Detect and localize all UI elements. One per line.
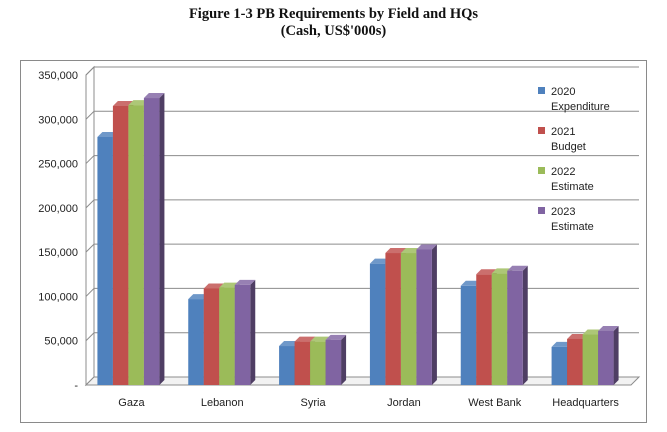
bar-top (128, 100, 149, 106)
legend-label: 2023 (551, 206, 575, 218)
bar-front (460, 285, 477, 385)
bars (97, 93, 619, 386)
bar-front (188, 299, 204, 385)
bar (325, 334, 347, 385)
x-tick-label: West Bank (468, 397, 521, 409)
bar-front (385, 253, 401, 385)
bar-front (369, 263, 386, 385)
y-tick-label: - (74, 380, 78, 392)
bar-top (203, 283, 225, 289)
legend-swatch (538, 127, 545, 134)
legend-swatch (538, 87, 545, 94)
bar-side (159, 93, 165, 386)
y-tick-label: 50,000 (44, 336, 78, 348)
bar-chart: - 50,000 100,000 150,000 200,000 250,000 300,0… (38, 65, 641, 409)
legend-label: 2020 (551, 86, 575, 98)
legend-label: Budget (551, 141, 586, 153)
bar-front (310, 341, 326, 385)
bar-top (325, 334, 347, 340)
bar-top (188, 294, 209, 300)
bar (598, 325, 619, 385)
legend-label: 2022 (551, 166, 575, 178)
bar-side (613, 325, 619, 385)
bar-top (294, 336, 316, 342)
bar-top (598, 325, 619, 331)
bar-front (112, 106, 129, 385)
bar-front (234, 284, 251, 385)
chart-title-line-1: Figure 1-3 PB Requirements by Field and … (188, 6, 479, 22)
legend-item: 2023 Estimate (538, 206, 594, 233)
bar-front (97, 137, 113, 385)
bar-top (460, 280, 482, 286)
x-tick-label: Headquarters (552, 397, 619, 409)
legend-swatch (538, 167, 545, 174)
bar-top (385, 248, 406, 254)
bar-top (567, 333, 588, 339)
chart-title-line-2: (Cash, US$'000s) (280, 23, 387, 39)
bar (143, 93, 165, 386)
bar (234, 279, 256, 385)
bar-top (219, 282, 240, 288)
bar-top (369, 258, 391, 264)
chart-title: Figure 1-3 PB Requirements by Field and … (0, 6, 667, 40)
bar-side (522, 265, 528, 385)
bar-top (507, 265, 528, 271)
bar-front (416, 249, 432, 385)
legend-label: 2021 (551, 126, 575, 138)
bar-front (598, 330, 614, 385)
bar-top (491, 268, 513, 274)
legend-item: 2020 Expenditure (538, 86, 610, 113)
bar-front (507, 270, 523, 385)
bar-front (491, 273, 508, 385)
bar-front (551, 346, 568, 385)
y-tick-label: 150,000 (38, 247, 78, 259)
bar-front (203, 288, 220, 385)
bar-top (400, 248, 422, 254)
bar-top (97, 132, 118, 137)
y-tick-label: 200,000 (38, 203, 78, 215)
y-tick-label: 250,000 (38, 159, 78, 171)
legend-item: 2022 Estimate (538, 166, 594, 193)
bar-front (582, 334, 599, 385)
bar (507, 265, 528, 385)
legend-item: 2021 Budget (538, 126, 586, 153)
x-tick-label: Gaza (118, 397, 145, 409)
bar-front (476, 274, 492, 385)
x-tick-label: Lebanon (201, 397, 244, 409)
bar-front (128, 105, 144, 385)
y-tick-label: 100,000 (38, 291, 78, 303)
bar-top (310, 336, 331, 342)
bar-front (325, 339, 342, 385)
legend-label: Estimate (551, 181, 594, 193)
bar-front (400, 253, 417, 385)
bar (416, 244, 437, 385)
bar-side (341, 334, 347, 385)
x-tick-label: Syria (301, 397, 327, 409)
bar-top (551, 341, 573, 347)
legend-label: Expenditure (551, 101, 610, 113)
y-tick-label: 300,000 (38, 114, 78, 126)
bar-top (279, 341, 300, 347)
bar-top (234, 279, 256, 285)
bar-front (219, 287, 235, 385)
bar-side (250, 279, 256, 385)
bar-side (431, 244, 437, 385)
bar-front (279, 346, 295, 385)
bar-top (143, 93, 165, 99)
plot-back-wall (94, 67, 639, 377)
bar-top (112, 101, 134, 106)
chart-frame: - 50,000 100,000 150,000 200,000 250,000 300,0… (20, 60, 647, 423)
bar-front (567, 338, 583, 385)
legend-label: Estimate (551, 221, 594, 233)
bar-top (416, 244, 437, 250)
legend-swatch (538, 207, 545, 214)
bar-front (294, 341, 311, 385)
bar-front (143, 98, 160, 386)
x-tick-label: Jordan (387, 397, 421, 409)
legend: 2020Expenditure2021Budget2022Estimate202… (538, 86, 610, 233)
y-tick-label: 350,000 (38, 70, 78, 82)
bar-top (476, 269, 497, 275)
bar-top (582, 329, 604, 335)
